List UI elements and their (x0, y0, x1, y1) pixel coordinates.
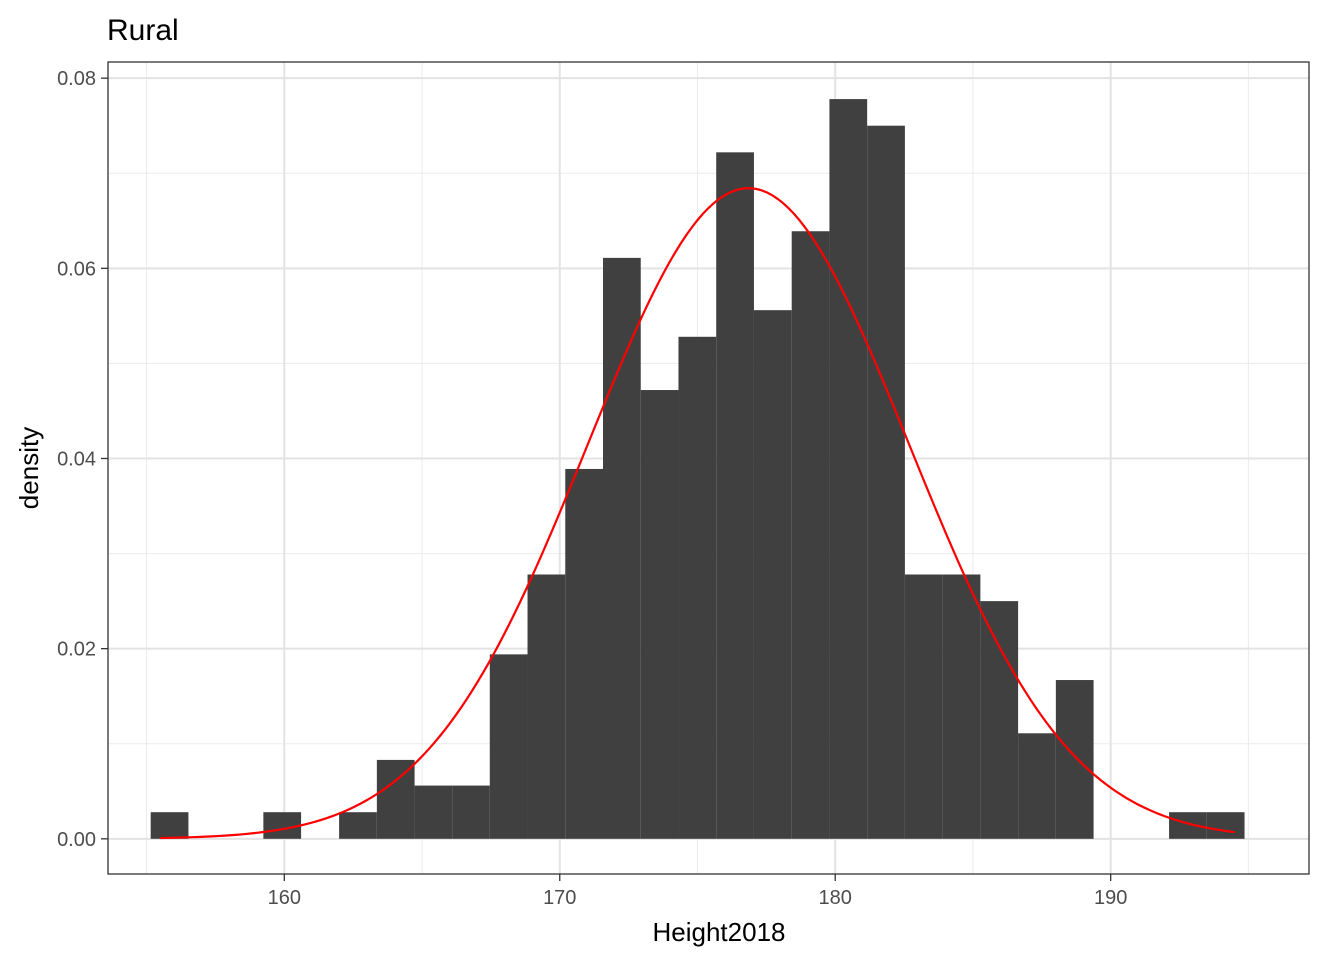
histogram-bar (980, 601, 1019, 839)
chart-title: Rural (107, 14, 179, 47)
histogram-bar (376, 759, 415, 839)
histogram-bar (753, 310, 792, 839)
x-tick-label: 170 (543, 887, 576, 909)
x-axis-label: Height2018 (653, 917, 786, 947)
x-axis-ticks: 160 170 180 190 (268, 874, 1127, 909)
histogram-bar (602, 257, 641, 839)
x-tick-label: 180 (819, 887, 852, 909)
x-tick-label: 160 (268, 887, 301, 909)
histogram-bar (1206, 812, 1245, 839)
normal-curve-line (160, 187, 1235, 840)
histogram-bar (904, 574, 943, 839)
y-tick-label: 0.04 (57, 448, 96, 470)
histogram-bar (1055, 680, 1094, 839)
histogram-bar (565, 468, 603, 839)
y-axis-ticks: 0.00 0.02 0.04 0.06 0.08 (57, 68, 108, 851)
histogram-bar (867, 125, 905, 839)
y-tick-label: 0.06 (57, 258, 96, 280)
histogram-bar (527, 574, 566, 839)
histogram-bar (263, 812, 302, 839)
histogram-bar (678, 336, 717, 839)
histogram-bar (339, 812, 377, 839)
histogram-bar (489, 654, 528, 839)
histogram-bar (942, 574, 981, 839)
histogram-bar (1018, 733, 1056, 839)
histogram-bar (716, 152, 754, 839)
histogram-bar (452, 785, 490, 839)
histogram-bar (829, 99, 868, 839)
y-tick-label: 0.02 (57, 639, 96, 661)
histogram-bars (150, 99, 1245, 839)
panel-border (107, 61, 1310, 875)
normal-curve-layer (160, 187, 1235, 840)
histogram-bar (414, 785, 453, 839)
y-tick-label: 0.00 (57, 829, 96, 851)
y-axis-label: density (14, 427, 44, 509)
histogram-bar (150, 812, 189, 839)
x-tick-label: 190 (1094, 887, 1127, 909)
histogram-bar (640, 390, 679, 839)
y-tick-label: 0.08 (57, 68, 96, 90)
histogram-bar (791, 231, 830, 839)
